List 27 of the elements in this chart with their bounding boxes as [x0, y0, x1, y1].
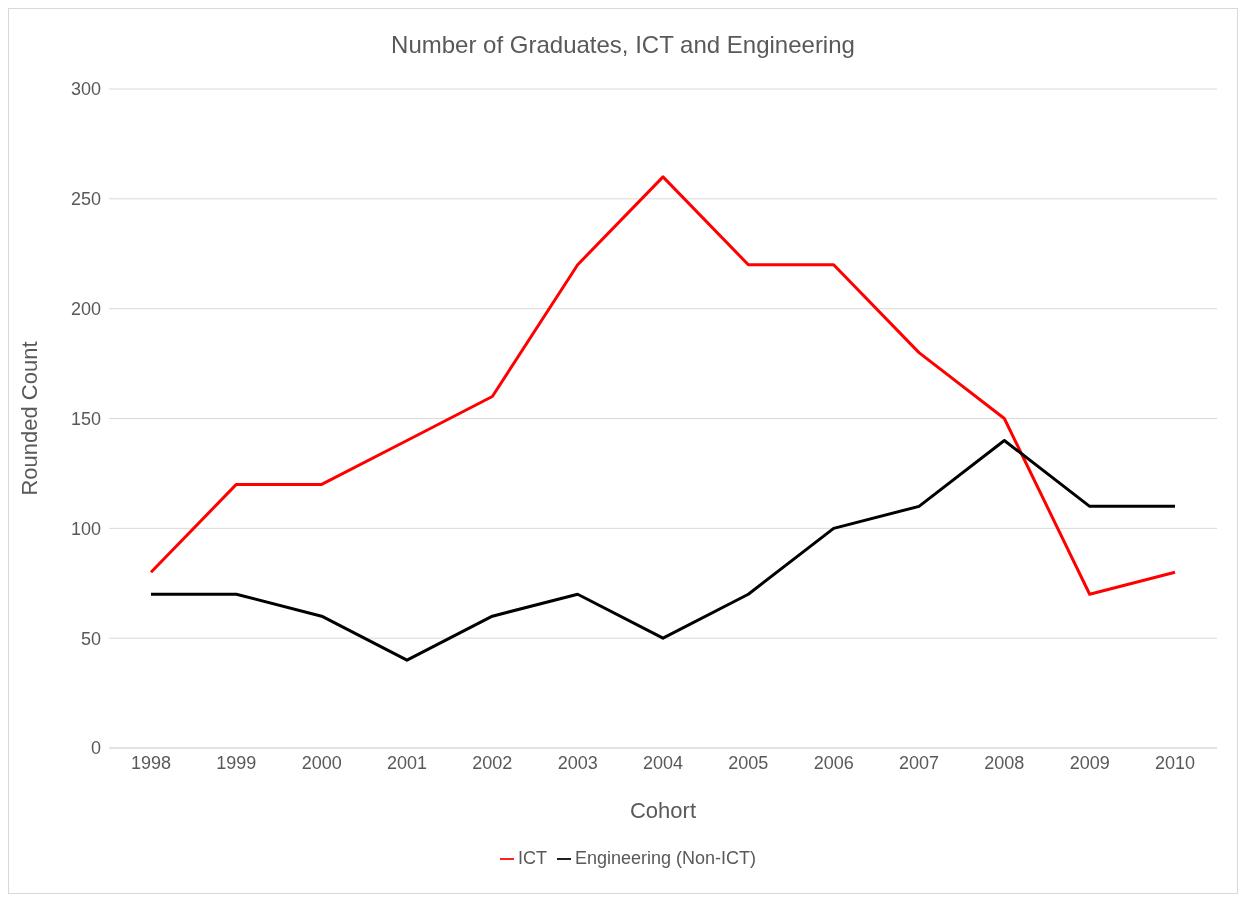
y-tick-label: 50: [80, 628, 101, 649]
line-series: [149, 438, 1177, 662]
x-axis-title: Cohort: [629, 798, 697, 823]
y-tick-label: 0: [90, 738, 101, 759]
x-tick-label: 2010: [1154, 752, 1196, 773]
x-tick-label: 2009: [1069, 752, 1110, 773]
y-tick-label: 150: [70, 408, 101, 429]
y-tick-label: 200: [70, 299, 101, 320]
legend-label: Engineering (Non-ICT): [574, 848, 757, 868]
x-tick-label: 2000: [301, 752, 342, 773]
x-tick-label: 2001: [386, 752, 428, 773]
y-tick-label: 100: [70, 518, 101, 539]
y-tick-label: 250: [70, 189, 101, 210]
y-axis-title: Rounded Count: [16, 341, 42, 496]
x-tick-label: 2005: [728, 752, 769, 773]
x-tick-label: 2007: [898, 752, 940, 773]
y-tick-label: 300: [70, 79, 101, 100]
x-tick-label: 1998: [130, 752, 172, 773]
x-tick-label: 2006: [813, 752, 854, 773]
legend-label: ICT: [517, 848, 547, 868]
x-tick-label: 2008: [984, 752, 1025, 773]
x-tick-label: 2004: [642, 752, 684, 773]
x-tick-label: 2002: [472, 752, 513, 773]
x-tick-label: 1999: [216, 752, 257, 773]
line-series: [149, 175, 1177, 596]
chart-title: Number of Graduates, ICT and Engineering: [390, 31, 856, 59]
x-tick-label: 2003: [557, 752, 598, 773]
